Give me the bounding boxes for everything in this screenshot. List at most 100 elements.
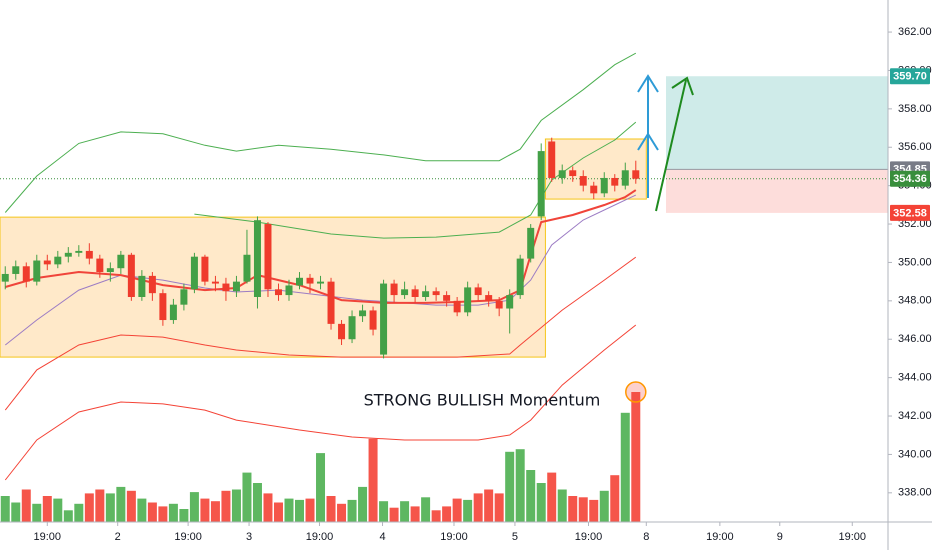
volume-bar — [158, 506, 168, 522]
candle-body — [506, 295, 514, 309]
price-label: 354.36 — [893, 173, 927, 185]
volume-bar — [410, 506, 420, 522]
volume-bar — [179, 509, 189, 522]
volume-bar — [95, 489, 105, 522]
volume-bar — [589, 499, 599, 522]
candle-body — [222, 283, 230, 292]
candle-body — [243, 254, 251, 282]
candle-body — [621, 170, 629, 186]
x-tick-label: 19:00 — [34, 531, 62, 543]
volume-bar — [126, 490, 136, 522]
candle-body — [96, 258, 104, 273]
candle-body — [159, 293, 167, 321]
candle-body — [359, 310, 367, 317]
candle-body — [464, 287, 472, 313]
volume-bar — [305, 498, 315, 522]
volume-bar — [505, 451, 515, 522]
y-tick-label: 356.00 — [898, 141, 932, 153]
candle-body — [611, 177, 619, 186]
volume-bar — [242, 472, 252, 522]
candle-body — [369, 310, 377, 330]
volume-bar — [316, 453, 326, 522]
y-tick-label: 338.00 — [898, 487, 932, 499]
candle-body — [380, 283, 388, 355]
drawings — [637, 74, 694, 212]
candle-body — [600, 177, 608, 194]
candle-body — [474, 287, 482, 296]
volume-bar — [53, 498, 63, 522]
volume-bar — [421, 497, 431, 522]
candle-body — [264, 224, 272, 290]
indicator-line — [194, 121, 637, 239]
volume-bar — [568, 496, 578, 522]
green-arrow-shaft — [655, 79, 687, 212]
volume-highlight — [625, 381, 647, 403]
price-label: 359.70 — [893, 71, 927, 83]
y-tick-label: 352.00 — [898, 218, 932, 230]
y-tick-label: 362.00 — [898, 26, 932, 38]
volume-bar — [431, 510, 441, 522]
volume-bar — [463, 499, 473, 522]
y-tick-label: 342.00 — [898, 410, 932, 422]
candle-body — [632, 170, 640, 179]
candle-body — [569, 170, 577, 177]
volume-bar — [263, 493, 273, 522]
x-tick-label: 19:00 — [575, 531, 603, 543]
volume-bar — [168, 503, 178, 522]
volume-bar — [631, 392, 641, 522]
y-tick-label: 358.00 — [898, 103, 932, 115]
volume-bar — [515, 449, 525, 522]
profit-zone — [666, 76, 888, 170]
price-label-box — [890, 204, 930, 221]
candle-body — [348, 316, 356, 340]
candle-body — [485, 295, 493, 301]
volume-bar — [526, 470, 536, 522]
volume-bar — [610, 475, 620, 522]
volume-bar — [536, 483, 546, 522]
volume-bar — [284, 498, 294, 522]
candle-body — [537, 151, 545, 217]
volume-bar — [368, 438, 378, 522]
candle-body — [201, 256, 209, 282]
volume-bar — [231, 489, 241, 522]
blue-arrow-head — [637, 74, 659, 93]
volume-bar — [105, 493, 115, 522]
green-arrow-head — [671, 76, 694, 96]
candle-body — [64, 252, 72, 257]
candle-body — [296, 277, 304, 286]
price-label-box — [890, 68, 930, 85]
volume-bar — [347, 499, 357, 522]
volume-bar — [84, 493, 94, 522]
volume-bar — [442, 506, 452, 522]
volume-bar — [0, 496, 10, 522]
volume-bar — [32, 503, 42, 522]
candle-body — [401, 289, 409, 296]
candle-body — [33, 260, 41, 282]
volume-bar — [137, 498, 147, 522]
x-tick-label: 9 — [777, 531, 783, 543]
volume-bar — [21, 489, 31, 522]
candle-body — [495, 300, 503, 309]
y-tick-label: 346.00 — [898, 333, 932, 345]
candle-body — [54, 256, 62, 265]
volume-bar — [147, 502, 157, 522]
volume-bar — [63, 510, 73, 522]
candle-body — [443, 295, 451, 301]
volume-bar — [74, 503, 84, 522]
volume-bar — [557, 489, 567, 522]
candle-body — [327, 281, 335, 324]
volume-bar — [200, 498, 210, 522]
candle-body — [1, 273, 9, 282]
candle-body — [317, 281, 325, 284]
candle-body — [527, 227, 535, 259]
x-tick-label: 19:00 — [706, 531, 734, 543]
y-tick-label: 344.00 — [898, 372, 932, 384]
indicator-line — [4, 256, 637, 411]
candle-body — [590, 185, 598, 194]
volume-bar — [389, 507, 399, 522]
volume-bar — [326, 496, 336, 522]
x-tick-label: 5 — [512, 531, 518, 543]
candle-body — [411, 289, 419, 297]
